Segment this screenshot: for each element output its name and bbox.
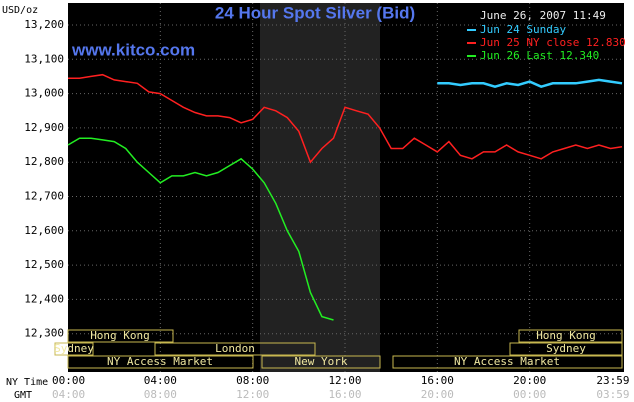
timestamp: June 26, 2007 11:49: [480, 9, 606, 22]
x-tick-label: 04:00: [144, 374, 177, 387]
watermark: www.kitco.com: [71, 40, 195, 59]
sessions: Hong Kong Sydney NY Access Market London…: [54, 329, 623, 369]
series-line: [68, 73, 623, 164]
x-tick-label: 00:00: [52, 374, 85, 387]
x-tick-label: 20:00: [513, 374, 546, 387]
legend-label: Jun 24 Sunday: [480, 23, 566, 36]
session-label: Hong Kong: [536, 329, 596, 342]
series-line: [67, 137, 334, 321]
session-label: London: [215, 342, 255, 355]
y-tick-label: 13,200: [24, 18, 64, 31]
chart-title: 24 Hour Spot Silver (Bid): [215, 3, 415, 22]
session-label: NY Access Market: [454, 355, 560, 368]
legend-label: Jun 25 NY close 12.830: [480, 36, 626, 49]
y-axis-label: USD/oz: [2, 5, 38, 16]
y-tick-label: 12,400: [24, 292, 64, 305]
x-tick-label: 23:59: [596, 374, 629, 387]
y-tick-label: 12,300: [24, 327, 64, 340]
x-tick-label: 08:00: [236, 374, 269, 387]
y-tick-label: 13,100: [24, 52, 64, 65]
x2-tick-label: 00:00: [513, 388, 546, 401]
session-shade: [260, 3, 380, 372]
series-line: [437, 78, 623, 89]
x-row-label: NY Time: [6, 377, 48, 388]
x2-tick-label: 04:00: [52, 388, 85, 401]
y-tick-label: 12,600: [24, 224, 64, 237]
session-label: NY Access Market: [107, 355, 213, 368]
x2-tick-label: 12:00: [236, 388, 269, 401]
legend-label: Jun 26 Last 12.340: [480, 49, 599, 62]
session-label: Hong Kong: [90, 329, 150, 342]
x2-row-label: GMT: [14, 390, 32, 401]
y-tick-label: 12,900: [24, 121, 64, 134]
y-tick-label: 12,700: [24, 190, 64, 203]
y-tick-label: 13,000: [24, 87, 64, 100]
x2-tick-label: 08:00: [144, 388, 177, 401]
x-tick-label: 16:00: [421, 374, 454, 387]
y-tick-label: 12,800: [24, 155, 64, 168]
x2-tick-label: 20:00: [421, 388, 454, 401]
x2-tick-label: 03:59: [596, 388, 629, 401]
session-label: Sydney: [546, 342, 586, 355]
session-label: Sydney: [54, 342, 94, 355]
x2-tick-label: 16:00: [328, 388, 361, 401]
session-label: New York: [295, 355, 348, 368]
y-tick-label: 12,500: [24, 258, 64, 271]
x-tick-label: 12:00: [328, 374, 361, 387]
